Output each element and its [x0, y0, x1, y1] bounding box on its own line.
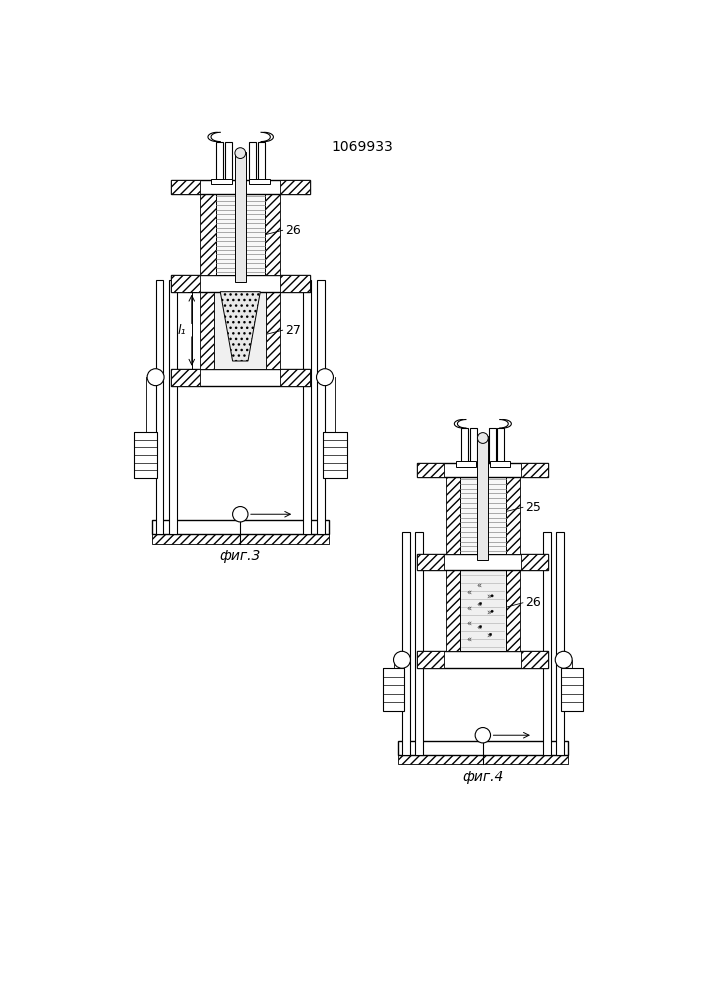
Bar — [152, 520, 329, 534]
Bar — [417, 463, 549, 477]
Bar — [281, 369, 310, 386]
Bar — [211, 179, 232, 184]
Bar — [171, 369, 200, 386]
Bar — [521, 651, 549, 668]
Bar — [543, 532, 551, 755]
Bar — [446, 477, 460, 554]
Bar — [490, 461, 510, 466]
Text: 26: 26 — [285, 224, 300, 237]
Bar — [249, 179, 269, 184]
Bar — [317, 280, 325, 534]
Bar — [258, 142, 265, 180]
Bar — [398, 741, 568, 755]
Bar — [216, 142, 223, 180]
Circle shape — [491, 595, 493, 597]
Bar — [216, 194, 265, 275]
Bar — [134, 432, 157, 478]
Text: 26: 26 — [525, 596, 541, 609]
Bar — [171, 180, 310, 194]
Text: l₁: l₁ — [178, 324, 187, 337]
Bar — [235, 152, 246, 282]
Bar — [460, 477, 506, 554]
Bar — [281, 275, 310, 292]
Circle shape — [147, 369, 164, 386]
Bar — [556, 532, 563, 755]
Circle shape — [235, 148, 246, 158]
Bar — [417, 463, 444, 477]
Circle shape — [475, 728, 491, 743]
Bar — [506, 570, 520, 651]
Bar — [456, 461, 476, 466]
Bar — [171, 369, 310, 386]
Text: «: « — [477, 624, 481, 633]
Bar — [417, 651, 549, 668]
Bar — [561, 668, 583, 711]
Text: фиг.4: фиг.4 — [462, 770, 503, 784]
Bar — [415, 532, 423, 755]
Text: «: « — [467, 620, 472, 629]
Circle shape — [555, 651, 572, 668]
Bar — [200, 292, 214, 369]
Text: «: « — [467, 635, 472, 644]
Bar — [498, 428, 504, 463]
Bar — [156, 280, 163, 534]
Bar — [171, 275, 310, 292]
Bar — [225, 142, 232, 180]
Bar — [265, 194, 281, 275]
Text: »: » — [486, 631, 491, 640]
Text: «: « — [467, 589, 472, 598]
Bar — [281, 180, 310, 194]
Bar — [267, 292, 281, 369]
Circle shape — [491, 610, 493, 612]
Bar — [171, 275, 200, 292]
Bar — [382, 668, 404, 711]
Bar — [521, 554, 549, 570]
Bar — [402, 532, 409, 755]
Bar — [506, 477, 520, 554]
Bar — [521, 463, 549, 477]
Circle shape — [479, 602, 481, 605]
Text: 25: 25 — [525, 501, 541, 514]
Bar — [200, 194, 216, 275]
Bar — [324, 432, 346, 478]
Bar — [417, 651, 444, 668]
Text: «: « — [467, 604, 472, 613]
Bar — [249, 142, 256, 180]
Text: »: » — [486, 608, 491, 617]
Text: »: » — [486, 593, 491, 602]
Circle shape — [489, 633, 491, 636]
Bar — [214, 292, 267, 369]
Bar — [398, 755, 568, 764]
Bar — [417, 554, 444, 570]
Circle shape — [317, 369, 334, 386]
Polygon shape — [221, 292, 260, 361]
Bar — [489, 428, 496, 463]
Text: «: « — [477, 581, 481, 590]
Bar — [171, 180, 200, 194]
Bar — [469, 428, 477, 463]
Bar — [152, 534, 329, 544]
Text: 27: 27 — [285, 324, 300, 337]
Text: «: « — [477, 601, 481, 610]
Bar — [170, 280, 177, 534]
Bar — [303, 280, 311, 534]
Circle shape — [479, 626, 481, 628]
Bar — [461, 428, 468, 463]
Text: 1069933: 1069933 — [331, 140, 393, 154]
Circle shape — [233, 507, 248, 522]
Circle shape — [477, 433, 489, 443]
Bar — [417, 554, 549, 570]
Bar — [460, 570, 506, 651]
Circle shape — [394, 651, 411, 668]
Bar — [446, 570, 460, 651]
Text: фиг.3: фиг.3 — [220, 549, 261, 563]
Bar — [477, 436, 489, 560]
